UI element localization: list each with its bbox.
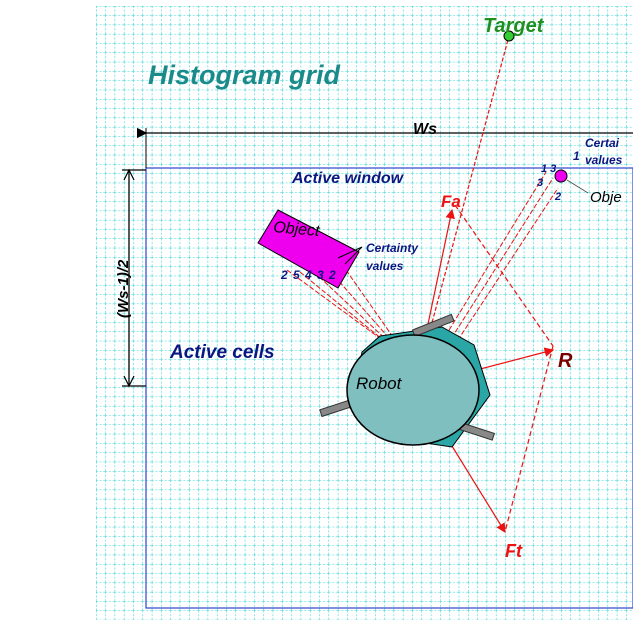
certainty-digits-right-top: 1 — [573, 149, 580, 163]
histogram-grid — [96, 6, 633, 620]
target-label: Target — [483, 15, 545, 37]
certainty-left-label-2: values — [366, 259, 404, 273]
active-cells-label: Active cells — [169, 342, 275, 363]
object-right-pointer — [566, 179, 589, 194]
certainty-ray — [299, 271, 389, 345]
certainty-digits-left: 2 5 4 3 2 — [280, 268, 337, 282]
active-window-label: Active window — [291, 170, 405, 187]
ws-half-arrow-bottom — [123, 375, 135, 388]
certainty-ray — [437, 171, 547, 349]
robot-body — [346, 334, 480, 446]
ws-half-arrow-top — [123, 168, 135, 181]
certainty-ray — [443, 177, 554, 351]
certainty-ray — [286, 269, 386, 343]
object-right-label: Obje — [590, 189, 622, 206]
robot-label: Robot — [356, 374, 403, 393]
ws-label: Ws — [413, 121, 437, 138]
active-window-boundary — [145, 167, 633, 609]
force-ft-label: Ft — [505, 541, 523, 561]
object-obstacle-left — [257, 209, 360, 289]
certainty-ray — [313, 271, 393, 346]
force-fa-label: Fa — [441, 192, 461, 211]
parallelogram-r-ft — [504, 345, 554, 533]
target-marker — [503, 30, 515, 42]
certainty-left-pointer — [344, 246, 363, 265]
certainty-digits-right-c: 2 — [554, 191, 561, 203]
certainty-right-label-1: Certai — [585, 136, 620, 150]
certainty-left-label-1: Certainty — [366, 241, 419, 255]
ws-half-label: (Ws-1)/2 — [115, 259, 132, 318]
object-left-label: Object — [273, 219, 321, 240]
diagram-title: Histogram grid — [148, 60, 341, 90]
certainty-left-pointer — [337, 246, 363, 259]
certainty-digits-right-b: 3 — [537, 177, 543, 189]
parallelogram-fa-r — [454, 204, 554, 347]
object-obstacle-right — [554, 169, 568, 183]
certainty-right-label-2: values — [585, 153, 623, 167]
force-r-label: R — [558, 350, 573, 372]
certainty-digits-right-a: 1 3 — [541, 163, 556, 175]
robot-wheel-top — [411, 313, 455, 338]
certainty-ray — [449, 187, 559, 353]
